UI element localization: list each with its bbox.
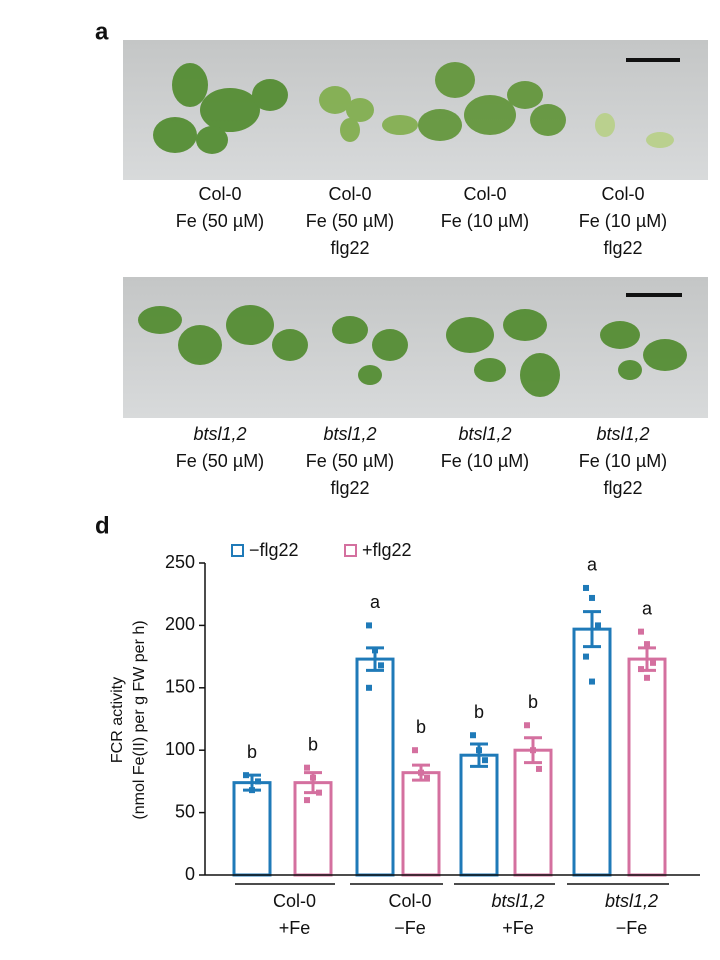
bar	[627, 657, 667, 877]
sample-label: btsl1,2	[458, 424, 511, 444]
data-point	[524, 722, 530, 729]
x-tick-label: +Fe	[502, 918, 534, 938]
data-point	[644, 674, 650, 681]
x-tick-label: −Fe	[394, 918, 426, 938]
x-tick-label: btsl1,2	[605, 891, 658, 911]
sample-label: flg22	[603, 478, 642, 498]
significance-letter: a	[370, 592, 381, 612]
sample-label: Fe (50 µM)	[306, 451, 394, 471]
panel-letter: a	[95, 18, 109, 45]
data-point	[595, 622, 601, 629]
y-tick-label: 100	[165, 739, 195, 759]
data-point	[255, 778, 261, 785]
data-point	[366, 622, 372, 629]
y-tick-label: 50	[175, 801, 195, 821]
sample-label: Col-0	[601, 184, 644, 204]
data-point	[638, 666, 644, 673]
data-point	[470, 732, 476, 739]
data-point	[366, 684, 372, 691]
y-tick-label: 0	[185, 864, 195, 884]
sample-label: Col-0	[198, 184, 241, 204]
bar	[232, 781, 272, 877]
sample-label: flg22	[330, 478, 369, 498]
bar	[355, 657, 395, 877]
y-tick-label: 250	[165, 552, 195, 572]
x-tick-label: −Fe	[616, 918, 648, 938]
legend-label: −flg22	[249, 540, 299, 560]
bar	[513, 748, 553, 877]
sample-label: btsl1,2	[323, 424, 376, 444]
y-tick-label: 200	[165, 614, 195, 634]
data-point	[243, 772, 249, 779]
data-point	[424, 774, 430, 781]
data-point	[589, 594, 595, 601]
legend-swatch	[344, 544, 357, 557]
data-point	[650, 659, 656, 666]
x-tick-label: btsl1,2	[491, 891, 544, 911]
data-point	[304, 764, 310, 771]
sample-label: Fe (50 µM)	[176, 211, 264, 231]
data-point	[372, 647, 378, 654]
legend-label: +flg22	[362, 540, 412, 560]
bar	[572, 627, 612, 877]
x-tick-label: Col-0	[388, 891, 431, 911]
data-point	[536, 765, 542, 772]
significance-letter: b	[416, 717, 426, 737]
panel-letter: d	[95, 512, 110, 539]
data-point	[418, 769, 424, 776]
bar	[459, 753, 499, 877]
sample-label: Fe (10 µM)	[579, 451, 667, 471]
significance-letter: a	[587, 555, 598, 575]
data-point	[412, 747, 418, 754]
y-tick-label: 150	[165, 677, 195, 697]
data-point	[310, 774, 316, 781]
data-point	[530, 747, 536, 754]
data-point	[638, 628, 644, 635]
data-point	[249, 787, 255, 794]
bar	[293, 781, 333, 877]
x-tick-label: +Fe	[279, 918, 311, 938]
significance-letter: b	[308, 734, 318, 754]
legend-swatch	[231, 544, 244, 557]
significance-letter: b	[247, 742, 257, 762]
sample-label: Fe (50 µM)	[306, 211, 394, 231]
significance-letter: b	[528, 692, 538, 712]
data-point	[644, 641, 650, 648]
sample-label: flg22	[603, 238, 642, 258]
sample-label: Col-0	[463, 184, 506, 204]
data-point	[482, 757, 488, 764]
significance-letter: b	[474, 702, 484, 722]
y-axis-label: (nmol Fe(II) per g FW per h)	[131, 620, 148, 819]
sample-label: Col-0	[328, 184, 371, 204]
data-point	[476, 747, 482, 754]
data-point	[304, 797, 310, 804]
x-tick-label: Col-0	[273, 891, 316, 911]
data-point	[316, 789, 322, 796]
sample-label: Fe (10 µM)	[441, 211, 529, 231]
y-axis-label: FCR activity	[109, 677, 126, 763]
photo-top	[123, 40, 708, 180]
error-bar	[583, 610, 601, 649]
sample-label: Fe (50 µM)	[176, 451, 264, 471]
sample-label: btsl1,2	[193, 424, 246, 444]
significance-letter: a	[642, 598, 653, 618]
data-point	[583, 584, 589, 591]
bar	[401, 771, 441, 877]
data-point	[589, 678, 595, 685]
data-point	[583, 653, 589, 660]
sample-label: btsl1,2	[596, 424, 649, 444]
sample-label: Fe (10 µM)	[441, 451, 529, 471]
sample-label: Fe (10 µM)	[579, 211, 667, 231]
data-point	[378, 662, 384, 669]
photo-bottom	[123, 277, 708, 418]
sample-label: flg22	[330, 238, 369, 258]
